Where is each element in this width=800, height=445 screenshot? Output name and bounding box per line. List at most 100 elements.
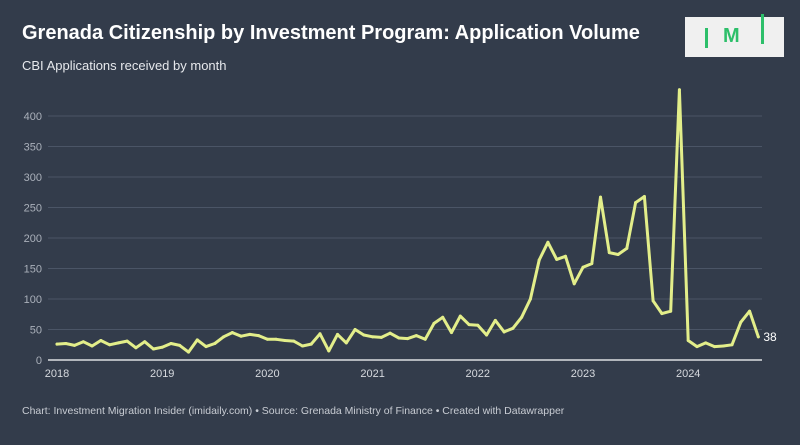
x-axis-ticks: 2018 2019 2020 2021 2022 2023 2024	[45, 368, 701, 380]
data-point	[73, 343, 77, 347]
data-point	[467, 323, 471, 327]
data-point	[55, 342, 59, 346]
x-tick-label: 2020	[255, 368, 279, 380]
data-point	[353, 328, 357, 331]
data-point	[669, 309, 673, 313]
y-tick-label: 350	[24, 142, 42, 154]
y-tick-label: 400	[24, 111, 42, 123]
data-point	[336, 332, 340, 336]
logo-bar-right	[761, 14, 764, 44]
data-point	[222, 335, 226, 339]
data-point	[599, 195, 603, 199]
data-point	[90, 344, 94, 348]
y-tick-label: 50	[30, 325, 42, 337]
data-point	[520, 315, 524, 319]
data-point	[143, 340, 147, 344]
data-point	[99, 338, 103, 342]
y-tick-label: 150	[24, 264, 42, 276]
data-point	[265, 337, 269, 341]
data-point	[81, 340, 85, 344]
data-point	[362, 333, 366, 337]
data-point	[563, 254, 567, 258]
data-point	[371, 335, 375, 339]
data-point	[248, 332, 252, 336]
data-point	[309, 342, 313, 346]
data-point	[546, 240, 550, 244]
y-tick-label: 100	[24, 294, 42, 306]
data-point	[160, 345, 164, 349]
x-tick-label: 2022	[466, 368, 490, 380]
data-point	[134, 346, 138, 350]
data-point	[677, 88, 681, 92]
data-point	[616, 252, 620, 256]
data-point	[485, 333, 489, 337]
data-point	[327, 349, 331, 353]
data-point	[537, 258, 541, 262]
data-point	[756, 335, 760, 339]
data-point	[660, 312, 664, 316]
imi-logo: M	[685, 14, 784, 57]
data-point	[344, 341, 348, 345]
data-point	[300, 344, 304, 348]
data-point	[230, 331, 234, 335]
data-point	[695, 345, 699, 349]
y-tick-label: 300	[24, 172, 42, 184]
data-point	[450, 331, 453, 335]
data-point	[406, 337, 410, 341]
series-line	[55, 88, 760, 354]
y-axis-ticks: 0 50 100 150 200 250 300 350 400	[24, 111, 42, 367]
data-point	[213, 342, 217, 346]
data-point	[195, 338, 199, 342]
x-tick-label: 2021	[360, 368, 384, 380]
data-point	[397, 336, 401, 340]
x-tick-label: 2019	[150, 368, 174, 380]
data-point	[739, 320, 743, 324]
data-point	[125, 339, 129, 343]
data-point	[528, 297, 532, 301]
data-point	[730, 343, 734, 347]
chart-footer: Chart: Investment Migration Insider (imi…	[22, 405, 565, 417]
data-point	[379, 335, 383, 339]
data-point	[625, 246, 629, 250]
y-tick-label: 0	[36, 355, 42, 367]
data-point	[423, 337, 427, 341]
data-point	[686, 338, 690, 342]
data-point	[178, 343, 182, 347]
data-point	[476, 323, 480, 327]
x-tick-label: 2024	[676, 368, 700, 380]
data-point	[204, 345, 208, 349]
data-point	[590, 262, 594, 266]
data-point	[748, 309, 752, 313]
data-point	[292, 339, 296, 343]
chart-title: Grenada Citizenship by Investment Progra…	[22, 22, 640, 44]
x-tick-label: 2023	[571, 368, 595, 380]
data-point	[493, 318, 497, 322]
data-point	[318, 332, 322, 336]
data-point	[555, 257, 559, 261]
end-value-label: 38	[763, 330, 777, 344]
data-point	[721, 344, 725, 348]
data-point	[581, 265, 585, 269]
data-point	[713, 345, 716, 349]
chart-subtitle: CBI Applications received by month	[22, 58, 227, 73]
data-point	[239, 334, 243, 338]
data-point	[607, 251, 611, 255]
data-points	[55, 88, 760, 354]
y-tick-label: 200	[24, 233, 42, 245]
data-point	[187, 350, 190, 354]
data-point	[572, 282, 576, 286]
data-point	[458, 314, 462, 318]
data-point	[388, 331, 392, 335]
data-point	[116, 341, 120, 345]
data-point	[511, 326, 515, 330]
data-point	[151, 347, 155, 351]
logo-bar-left	[705, 28, 708, 53]
data-point	[651, 299, 655, 303]
data-point	[257, 334, 261, 338]
y-tick-label: 250	[24, 203, 42, 215]
data-point	[414, 334, 418, 338]
x-tick-label: 2018	[45, 368, 69, 380]
data-point	[502, 330, 506, 334]
data-point	[64, 342, 68, 346]
